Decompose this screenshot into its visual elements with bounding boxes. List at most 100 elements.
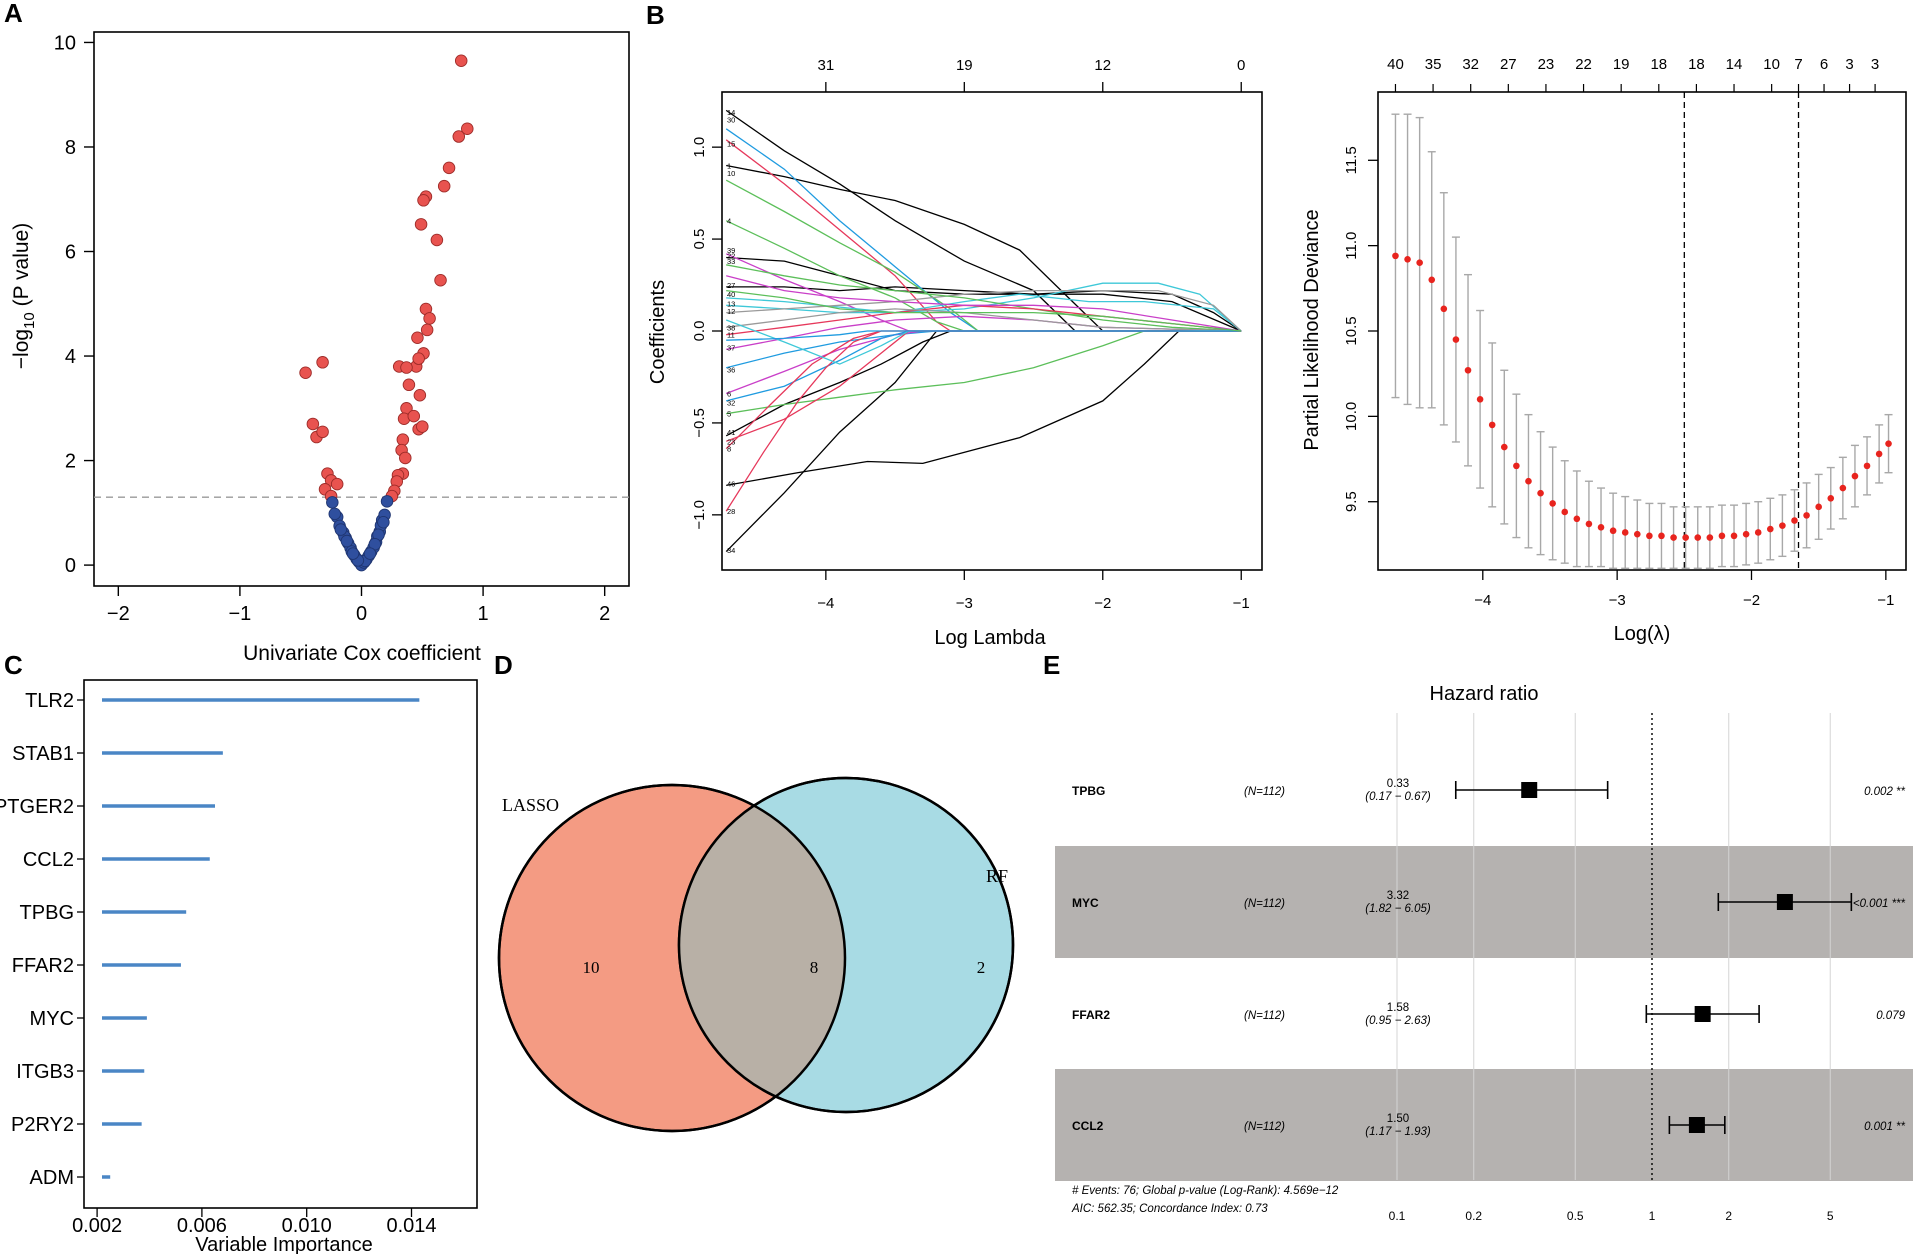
forest-xtick-label-5: 5 (1827, 1209, 1834, 1223)
panel-b-right-toptick-label-7: 18 (1650, 56, 1667, 73)
panel-c-frame (83, 679, 478, 1209)
panel-b-left-ytick-label-3: 0.5 (691, 229, 708, 250)
panel-b-right-point-10 (1513, 462, 1520, 470)
panel-a-ylabel: −log10 (P value) (10, 223, 38, 369)
panel-b-right-point-24 (1682, 534, 1689, 541)
panel-c-category-p2ry2: P2RY2 (11, 1114, 74, 1136)
panel-b-left-xtick-label-3: −1 (1233, 595, 1250, 612)
panel-b-coefficient-paths: 1430151104392233274013123811373663254123… (647, 57, 1263, 649)
panel-c-category-ffar2: FFAR2 (12, 955, 74, 977)
panel-c-xtick-label-0: 0.002 (72, 1215, 122, 1237)
panel-b-right-point-40 (1875, 450, 1883, 458)
panel-a-point-nonsignificant-29 (340, 534, 354, 548)
venn-rf-only-count: 2 (977, 958, 986, 977)
venn-intersection (679, 785, 845, 1112)
panel-b-right-xlabel: Log(λ) (1614, 623, 1671, 645)
panel-b-path-label-6: 39 (727, 246, 735, 255)
panel-e-forest-plot: Hazard ratio TPBG (N=112) 0.33(0.17 − 0.67… (1055, 683, 1913, 1223)
panel-b-left-toptick-label-1: 19 (956, 57, 973, 74)
forest-pvalue-ffar2: 0.079 (1876, 1010, 1905, 1022)
panel-b-left-ytick-label-1: −0.5 (691, 408, 708, 438)
panel-b-left-xtick-label-2: −2 (1094, 595, 1111, 612)
panel-b-path-label-0: 14 (727, 108, 735, 117)
panel-b-right-toptick-label-14: 3 (1871, 56, 1879, 73)
forest-hr-marker-tpbg (1521, 782, 1538, 798)
panel-b-right-toptick-label-10: 10 (1763, 56, 1780, 73)
panel-b-right-xtick-label-0: −4 (1474, 592, 1491, 609)
panel-a-xtick-label-4: 2 (599, 603, 610, 625)
forest-xtick-label-1: 0.2 (1465, 1209, 1482, 1223)
panel-letter-d: D (494, 650, 513, 680)
panel-b-path-label-22: 8 (727, 445, 731, 454)
panel-c-category-stab1: STAB1 (12, 743, 74, 765)
panel-c-xlabel: Variable Importance (195, 1234, 373, 1254)
panel-c-category-myc: MYC (30, 1008, 74, 1030)
panel-b-right-ytick-label-3: 11.0 (1343, 232, 1360, 260)
panel-b-path-label-21: 23 (727, 437, 735, 446)
panel-b-left-ytick-label-0: −1.0 (691, 500, 708, 530)
panel-b-path-label-3: 1 (727, 162, 731, 171)
panel-b-path-label-7: 22 (727, 252, 735, 261)
forest-hr-marker-ccl2 (1688, 1117, 1705, 1133)
panel-b-right-point-16 (1585, 520, 1593, 528)
panel-b-right-ytick-label-4: 11.5 (1343, 146, 1360, 174)
panel-a-point-significant-12 (420, 323, 434, 337)
venn-lasso-outline (497, 783, 847, 1133)
panel-b-path-38 (726, 308, 1242, 332)
panel-b-right-xtick-label-2: −2 (1743, 592, 1760, 609)
panel-b-right-point-37 (1839, 484, 1847, 492)
panel-a-point-significant-13 (411, 331, 424, 344)
panel-c-category-ccl2: CCL2 (23, 849, 74, 871)
forest-pvalue-tpbg: 0.002 ** (1864, 786, 1905, 798)
panel-b-right-toptick-label-1: 35 (1425, 56, 1442, 73)
panel-b-right-point-1 (1404, 255, 1411, 263)
panel-a-point-significant-18 (400, 361, 413, 374)
panel-b-left-ytick-label-4: 1.0 (691, 137, 708, 158)
panel-b-path-27 (726, 286, 1242, 332)
panel-b-right-toptick-label-12: 6 (1820, 56, 1828, 73)
forest-title: Hazard ratio (1430, 683, 1539, 705)
panel-b-path-label-12: 12 (727, 307, 735, 316)
forest-footer-aic: AIC: 562.35; Concordance Index: 0.73 (1071, 1203, 1268, 1215)
panel-b-path-39 (726, 256, 1242, 332)
panel-b-path-label-5: 4 (727, 217, 731, 226)
panel-b-left-toptick-label-3: 0 (1237, 57, 1245, 74)
panel-a-point-significant-35 (316, 356, 329, 369)
panel-a-volcano-plot: −2 −1 0 1 2 0 2 4 6 8 10 Univariate Cox coefficie… (10, 31, 630, 665)
panel-b-path-label-15: 37 (727, 344, 735, 353)
panel-b-right-point-9 (1500, 443, 1508, 451)
panel-a-point-significant-6 (417, 194, 430, 207)
panel-a-point-significant-3 (442, 161, 456, 175)
panel-a-point-significant-2 (452, 130, 466, 143)
forest-n-ffar2: (N=112) (1244, 1010, 1285, 1022)
panel-b-right-point-28 (1730, 532, 1738, 540)
panel-b-right-toptick-label-13: 3 (1845, 56, 1853, 73)
panel-b-right-toptick-label-9: 14 (1726, 56, 1743, 73)
panel-b-right-point-27 (1718, 532, 1726, 540)
panel-b-right-ytick-label-0: 9.5 (1343, 491, 1360, 512)
panel-b-path-label-1: 30 (727, 116, 735, 125)
panel-a-point-significant-38 (316, 425, 329, 439)
panel-b-right-xtick-label-3: −1 (1877, 592, 1894, 609)
panel-b-right-point-35 (1815, 503, 1822, 511)
panel-letter-a: A (4, 0, 23, 28)
panel-b-right-toptick-label-5: 22 (1575, 56, 1592, 73)
panel-a-point-significant-20 (413, 388, 427, 402)
panel-a-point-nonsignificant-28 (328, 507, 342, 521)
panel-b-right-point-25 (1694, 534, 1702, 541)
panel-b-path-label-2: 15 (727, 139, 735, 148)
forest-gene-ccl2: CCL2 (1072, 1119, 1104, 1133)
panel-b-path-5 (726, 330, 1242, 415)
panel-b-right-point-29 (1742, 530, 1750, 538)
panel-a-point-significant-23 (407, 409, 421, 423)
panel-b-right-point-32 (1779, 522, 1786, 529)
forest-hr-marker-myc (1776, 894, 1793, 910)
panel-a-point-significant-8 (414, 218, 428, 231)
panel-b-cv-deviance: −4 −3 −2 −1 9.510.010.511.011.5 40 35 32 27 23 2… (1301, 56, 1907, 645)
forest-n-ccl2: (N=112) (1244, 1121, 1285, 1133)
panel-b-right-point-18 (1609, 527, 1617, 535)
panel-b-path-10 (725, 179, 1242, 332)
panel-b-path-label-19: 5 (727, 410, 731, 419)
panel-b-right-toptick-label-11: 7 (1794, 56, 1802, 73)
